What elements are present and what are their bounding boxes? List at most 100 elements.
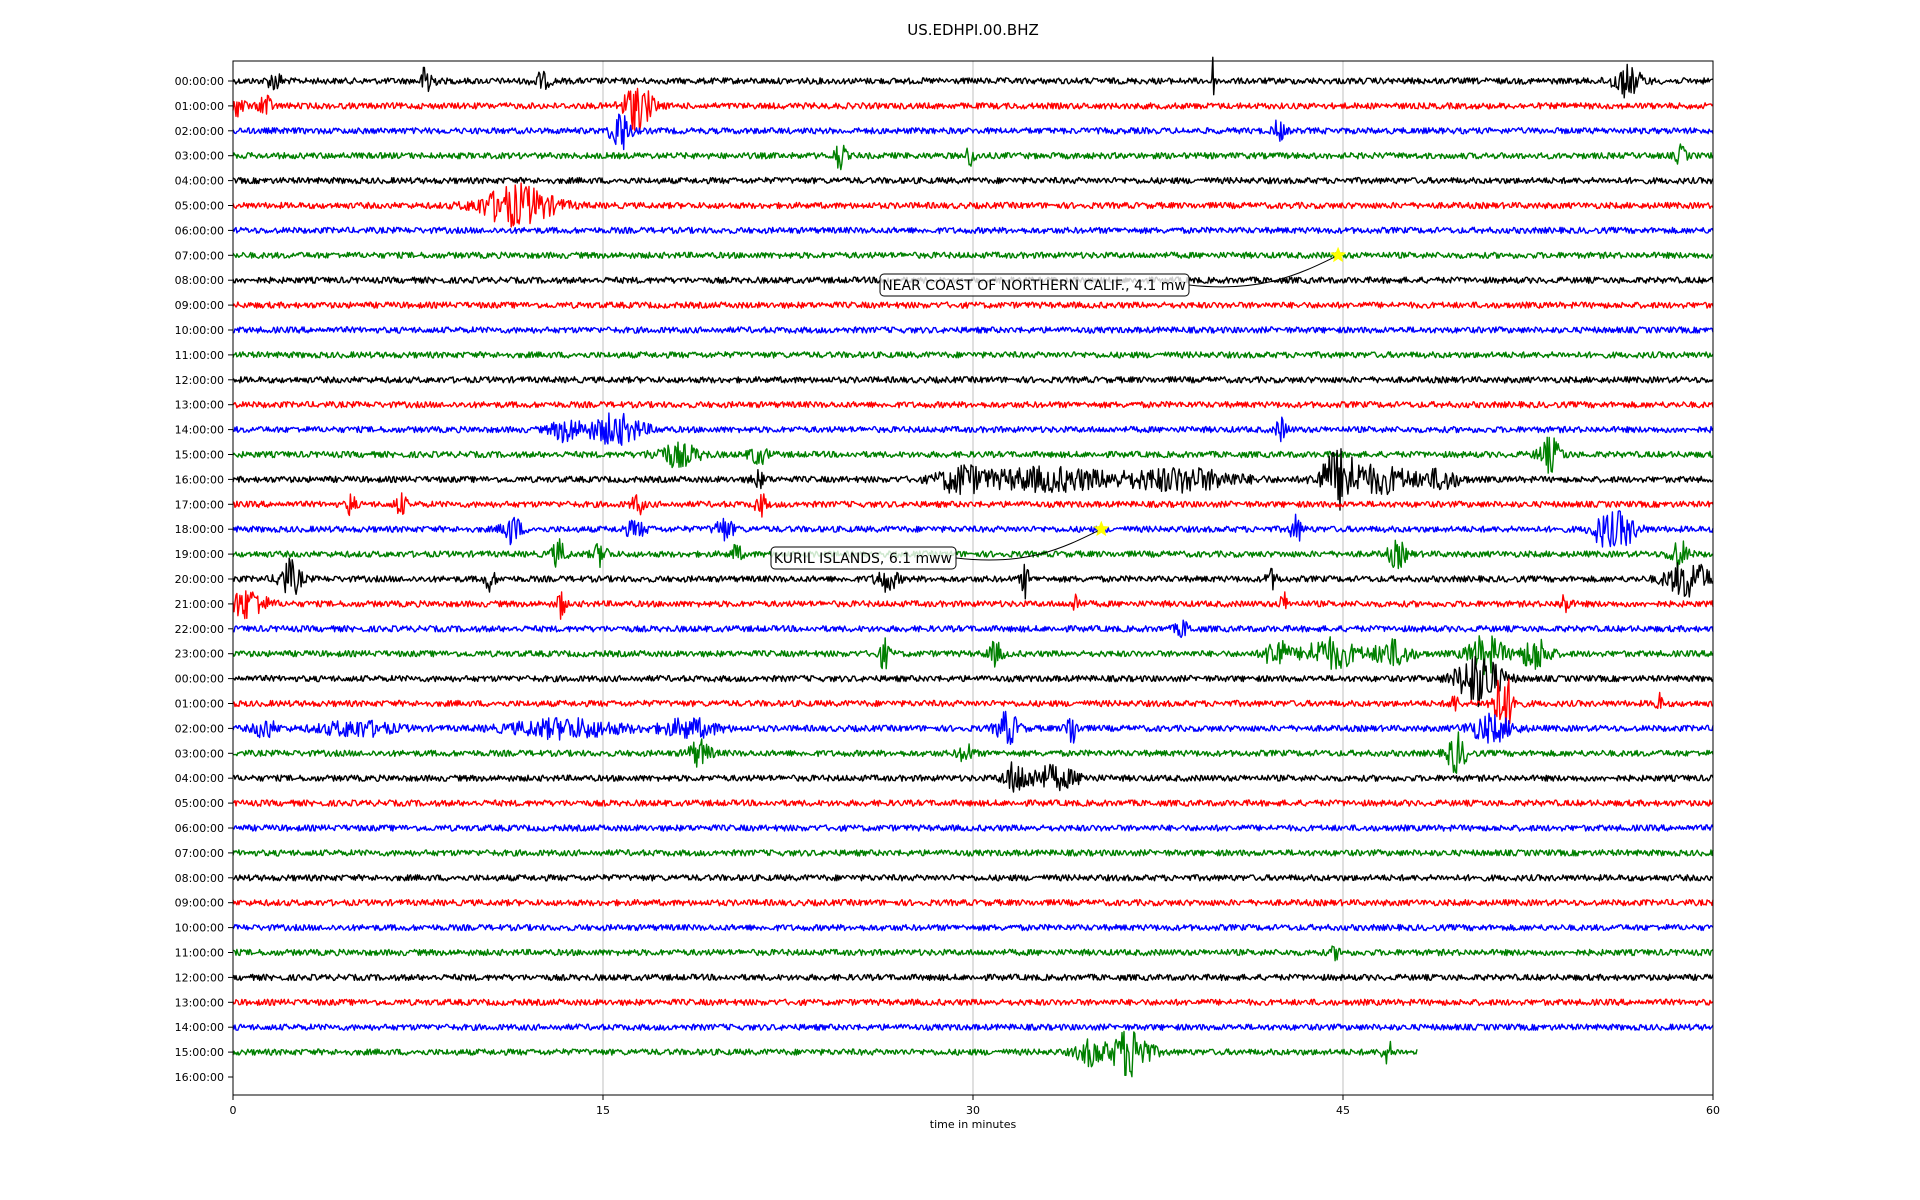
row-label: 04:00:00	[175, 772, 224, 785]
row-label: 00:00:00	[175, 673, 224, 686]
row-label: 20:00:00	[175, 573, 224, 586]
row-label: 10:00:00	[175, 922, 224, 935]
row-label: 19:00:00	[175, 548, 224, 561]
trace-line	[232, 849, 1714, 857]
event-leader-line	[1188, 254, 1339, 288]
trace-line	[232, 710, 1714, 745]
row-label: 08:00:00	[175, 274, 224, 287]
trace-line	[232, 143, 1714, 171]
trace-line	[232, 557, 1714, 600]
row-label: 08:00:00	[175, 872, 224, 885]
vertical-gridlines	[602, 61, 1344, 1095]
row-label: 15:00:00	[175, 1046, 224, 1059]
row-label: 21:00:00	[175, 598, 224, 611]
trace-line	[232, 400, 1714, 409]
row-label: 14:00:00	[175, 424, 224, 437]
event-label: KURIL ISLANDS, 6.1 mww	[774, 551, 952, 567]
row-label: 05:00:00	[175, 200, 224, 213]
row-label: 06:00:00	[175, 224, 224, 237]
row-label: 07:00:00	[175, 249, 224, 262]
row-label: 11:00:00	[175, 947, 224, 960]
trace-line	[232, 973, 1714, 982]
x-tick-label-15: 15	[596, 1104, 610, 1117]
event-label: NEAR COAST OF NORTHERN CALIF., 4.1 mw	[882, 278, 1186, 294]
trace-line	[232, 226, 1714, 235]
trace-line	[232, 998, 1714, 1007]
trace-line	[232, 923, 1714, 932]
row-label: 12:00:00	[175, 374, 224, 387]
row-label: 18:00:00	[175, 523, 224, 536]
row-label: 16:00:00	[175, 1071, 224, 1084]
row-label: 01:00:00	[175, 100, 224, 113]
trace-line	[232, 874, 1714, 882]
trace-line	[232, 945, 1714, 962]
row-labels: 00:00:00 01:00:00 02:00:00 03:00:00 04:00:00…	[175, 75, 233, 1084]
row-label: 14:00:00	[175, 1021, 224, 1034]
x-axis: 0 15 30 45 60	[230, 1095, 1720, 1117]
event-label-box	[770, 546, 957, 570]
row-label: 03:00:00	[175, 150, 224, 163]
event-star-marker	[1093, 520, 1110, 537]
row-label: 07:00:00	[175, 847, 224, 860]
traces	[232, 56, 1714, 1078]
trace-line	[232, 436, 1714, 474]
row-label: 23:00:00	[175, 648, 224, 661]
trace-line	[232, 56, 1714, 99]
row-label: 03:00:00	[175, 747, 224, 760]
trace-line	[232, 326, 1714, 334]
trace-line	[232, 590, 1714, 620]
trace-line	[232, 251, 1714, 260]
trace-line	[232, 492, 1714, 518]
trace-line	[232, 799, 1714, 807]
row-label: 10:00:00	[175, 324, 224, 337]
row-label: 05:00:00	[175, 797, 224, 810]
row-label: 16:00:00	[175, 473, 224, 486]
trace-line	[232, 1030, 1418, 1078]
chart-title: US.EDHPI.00.BHZ	[907, 21, 1039, 39]
trace-line	[232, 824, 1714, 832]
row-label: 12:00:00	[175, 971, 224, 984]
trace-line	[232, 87, 1714, 133]
trace-line	[232, 376, 1714, 384]
row-label: 01:00:00	[175, 698, 224, 711]
trace-line	[232, 412, 1714, 446]
trace-line	[232, 176, 1714, 185]
row-label: 04:00:00	[175, 175, 224, 188]
row-label: 09:00:00	[175, 897, 224, 910]
trace-line	[232, 731, 1714, 774]
event-label-box	[879, 273, 1190, 297]
row-label: 06:00:00	[175, 822, 224, 835]
event-star-marker	[1329, 246, 1347, 263]
trace-line	[232, 301, 1714, 309]
event-leader-line	[955, 528, 1102, 561]
event-annotations: NEAR COAST OF NORTHERN CALIF., 4.1 mw KUR…	[770, 246, 1347, 570]
trace-line	[232, 678, 1714, 732]
row-label: 17:00:00	[175, 498, 224, 511]
trace-line	[232, 510, 1714, 548]
row-label: 02:00:00	[175, 125, 224, 138]
row-label: 00:00:00	[175, 75, 224, 88]
row-label: 11:00:00	[175, 349, 224, 362]
x-tick-label-45: 45	[1336, 1104, 1350, 1117]
x-tick-label-30: 30	[966, 1104, 980, 1117]
trace-line	[232, 655, 1714, 708]
trace-line	[232, 113, 1714, 151]
trace-line	[232, 1023, 1714, 1032]
trace-line	[232, 448, 1714, 511]
trace-line	[232, 538, 1714, 572]
row-label: 13:00:00	[175, 996, 224, 1009]
x-axis-label: time in minutes	[930, 1118, 1017, 1131]
trace-line	[232, 761, 1714, 793]
trace-line	[232, 619, 1714, 639]
row-label: 15:00:00	[175, 449, 224, 462]
x-tick-label-0: 0	[230, 1104, 237, 1117]
row-label: 02:00:00	[175, 722, 224, 735]
trace-line	[232, 351, 1714, 359]
row-label: 09:00:00	[175, 299, 224, 312]
trace-line	[232, 898, 1714, 907]
row-label: 13:00:00	[175, 399, 224, 412]
trace-line	[232, 182, 1714, 228]
trace-line	[232, 635, 1714, 676]
x-tick-label-60: 60	[1706, 1104, 1720, 1117]
